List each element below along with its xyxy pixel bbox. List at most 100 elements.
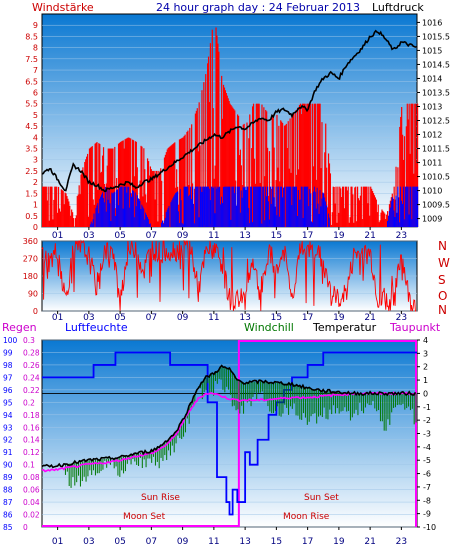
gust-bar	[283, 186, 286, 227]
wind-bar	[399, 126, 401, 227]
wind-tick-1: 1	[33, 201, 38, 210]
wind-bar	[50, 186, 52, 227]
gust-bar	[291, 205, 293, 227]
time-label-01: 01	[52, 537, 63, 547]
humidity-tick-91: 91	[3, 448, 13, 457]
wind-bar	[228, 100, 230, 227]
gust-bar	[176, 192, 178, 227]
wind-tick-4.5: 4.5	[25, 122, 38, 131]
pressure-axis-title: Luftdruck	[372, 1, 424, 14]
gust-bar	[222, 186, 225, 227]
wind-bar	[373, 195, 376, 227]
gust-bar	[236, 205, 238, 227]
wind-bar	[211, 29, 213, 228]
temp-tick-2: 2	[423, 363, 428, 372]
wind-tick-7: 7	[33, 66, 38, 75]
wind-bar	[332, 186, 334, 227]
gust-bar	[286, 186, 288, 227]
wind-bar	[246, 122, 248, 227]
wind-bar	[178, 139, 181, 227]
wind-bar	[205, 74, 207, 227]
wind-bar	[383, 212, 385, 227]
gust-bar	[308, 206, 310, 227]
gust-bar	[140, 209, 142, 227]
gust-bar	[210, 186, 212, 227]
gust-bar	[229, 186, 231, 227]
compass-n-bottom: N	[438, 303, 447, 317]
wind-bar	[108, 148, 110, 227]
gust-bar	[273, 197, 275, 227]
wind-bar	[317, 103, 319, 227]
wind-bar	[105, 183, 107, 227]
temp-tick--8: -8	[423, 496, 431, 505]
gust-bar	[267, 201, 270, 227]
gust-bar	[173, 196, 175, 227]
wind-bar	[43, 186, 46, 227]
wind-bar	[62, 190, 64, 227]
wind-bar	[369, 215, 371, 227]
wind-bar	[237, 115, 240, 227]
wind-tick-3: 3	[33, 156, 38, 165]
wind-bar	[163, 157, 166, 227]
gust-bar	[101, 194, 103, 227]
gust-bar	[128, 186, 130, 227]
gust-bar	[200, 186, 202, 227]
humidity-tick-97: 97	[3, 373, 13, 382]
direction-tick-180: 180	[23, 272, 38, 281]
gust-bar	[133, 217, 136, 227]
gust-bar	[302, 217, 304, 227]
wind-bar	[313, 103, 316, 227]
wind-bar	[381, 209, 383, 227]
wind-tick-8: 8	[33, 44, 38, 53]
humidity-tick-93: 93	[3, 423, 13, 432]
rain-tick-0.12: 0.12	[23, 448, 40, 457]
gust-bar	[274, 206, 276, 227]
wind-bar	[233, 109, 235, 227]
wind-bar	[147, 158, 149, 227]
pressure-line	[41, 29, 418, 193]
wind-bar	[243, 123, 245, 227]
pressure-tick-1011: 1011	[422, 159, 442, 168]
pressure-tick-1013: 1013	[422, 102, 442, 111]
gust-bar	[237, 186, 239, 227]
gust-bar	[300, 186, 302, 227]
wind-bar	[261, 104, 263, 227]
wind-bar	[406, 103, 408, 227]
gust-bar	[269, 186, 272, 227]
gust-bar	[109, 203, 111, 227]
time-label-11: 11	[208, 537, 219, 547]
gust-bar	[203, 186, 205, 227]
gust-bar	[177, 191, 179, 227]
gust-bar	[256, 186, 258, 227]
wind-bar	[84, 161, 86, 227]
gust-bar	[239, 212, 242, 227]
gust-bar	[202, 186, 204, 227]
time-label-17: 17	[302, 231, 313, 241]
pressure-tick-1016: 1016	[422, 18, 442, 27]
wind-bar	[72, 218, 75, 227]
wind-bar	[374, 197, 377, 227]
gust-bar	[278, 186, 280, 227]
gust-bar	[206, 186, 208, 227]
gust-bar	[115, 215, 117, 227]
wind-bar	[302, 103, 304, 227]
wind-bar	[215, 27, 217, 227]
wind-bar	[77, 194, 79, 227]
gust-bar	[92, 219, 94, 227]
wind-bar	[364, 186, 366, 227]
gust-bar	[312, 191, 315, 227]
gust-bar	[172, 198, 174, 227]
wind-bar	[90, 146, 92, 227]
gust-bar	[249, 223, 251, 227]
gust-bar	[388, 210, 391, 227]
gust-bar	[90, 221, 92, 227]
gust-bar	[98, 213, 100, 227]
gust-bar	[147, 216, 149, 227]
wind-bar	[304, 103, 306, 227]
wind-bar	[225, 92, 227, 227]
gust-bar	[390, 201, 392, 227]
wind-bar	[285, 123, 287, 227]
time-label-15: 15	[271, 231, 282, 241]
